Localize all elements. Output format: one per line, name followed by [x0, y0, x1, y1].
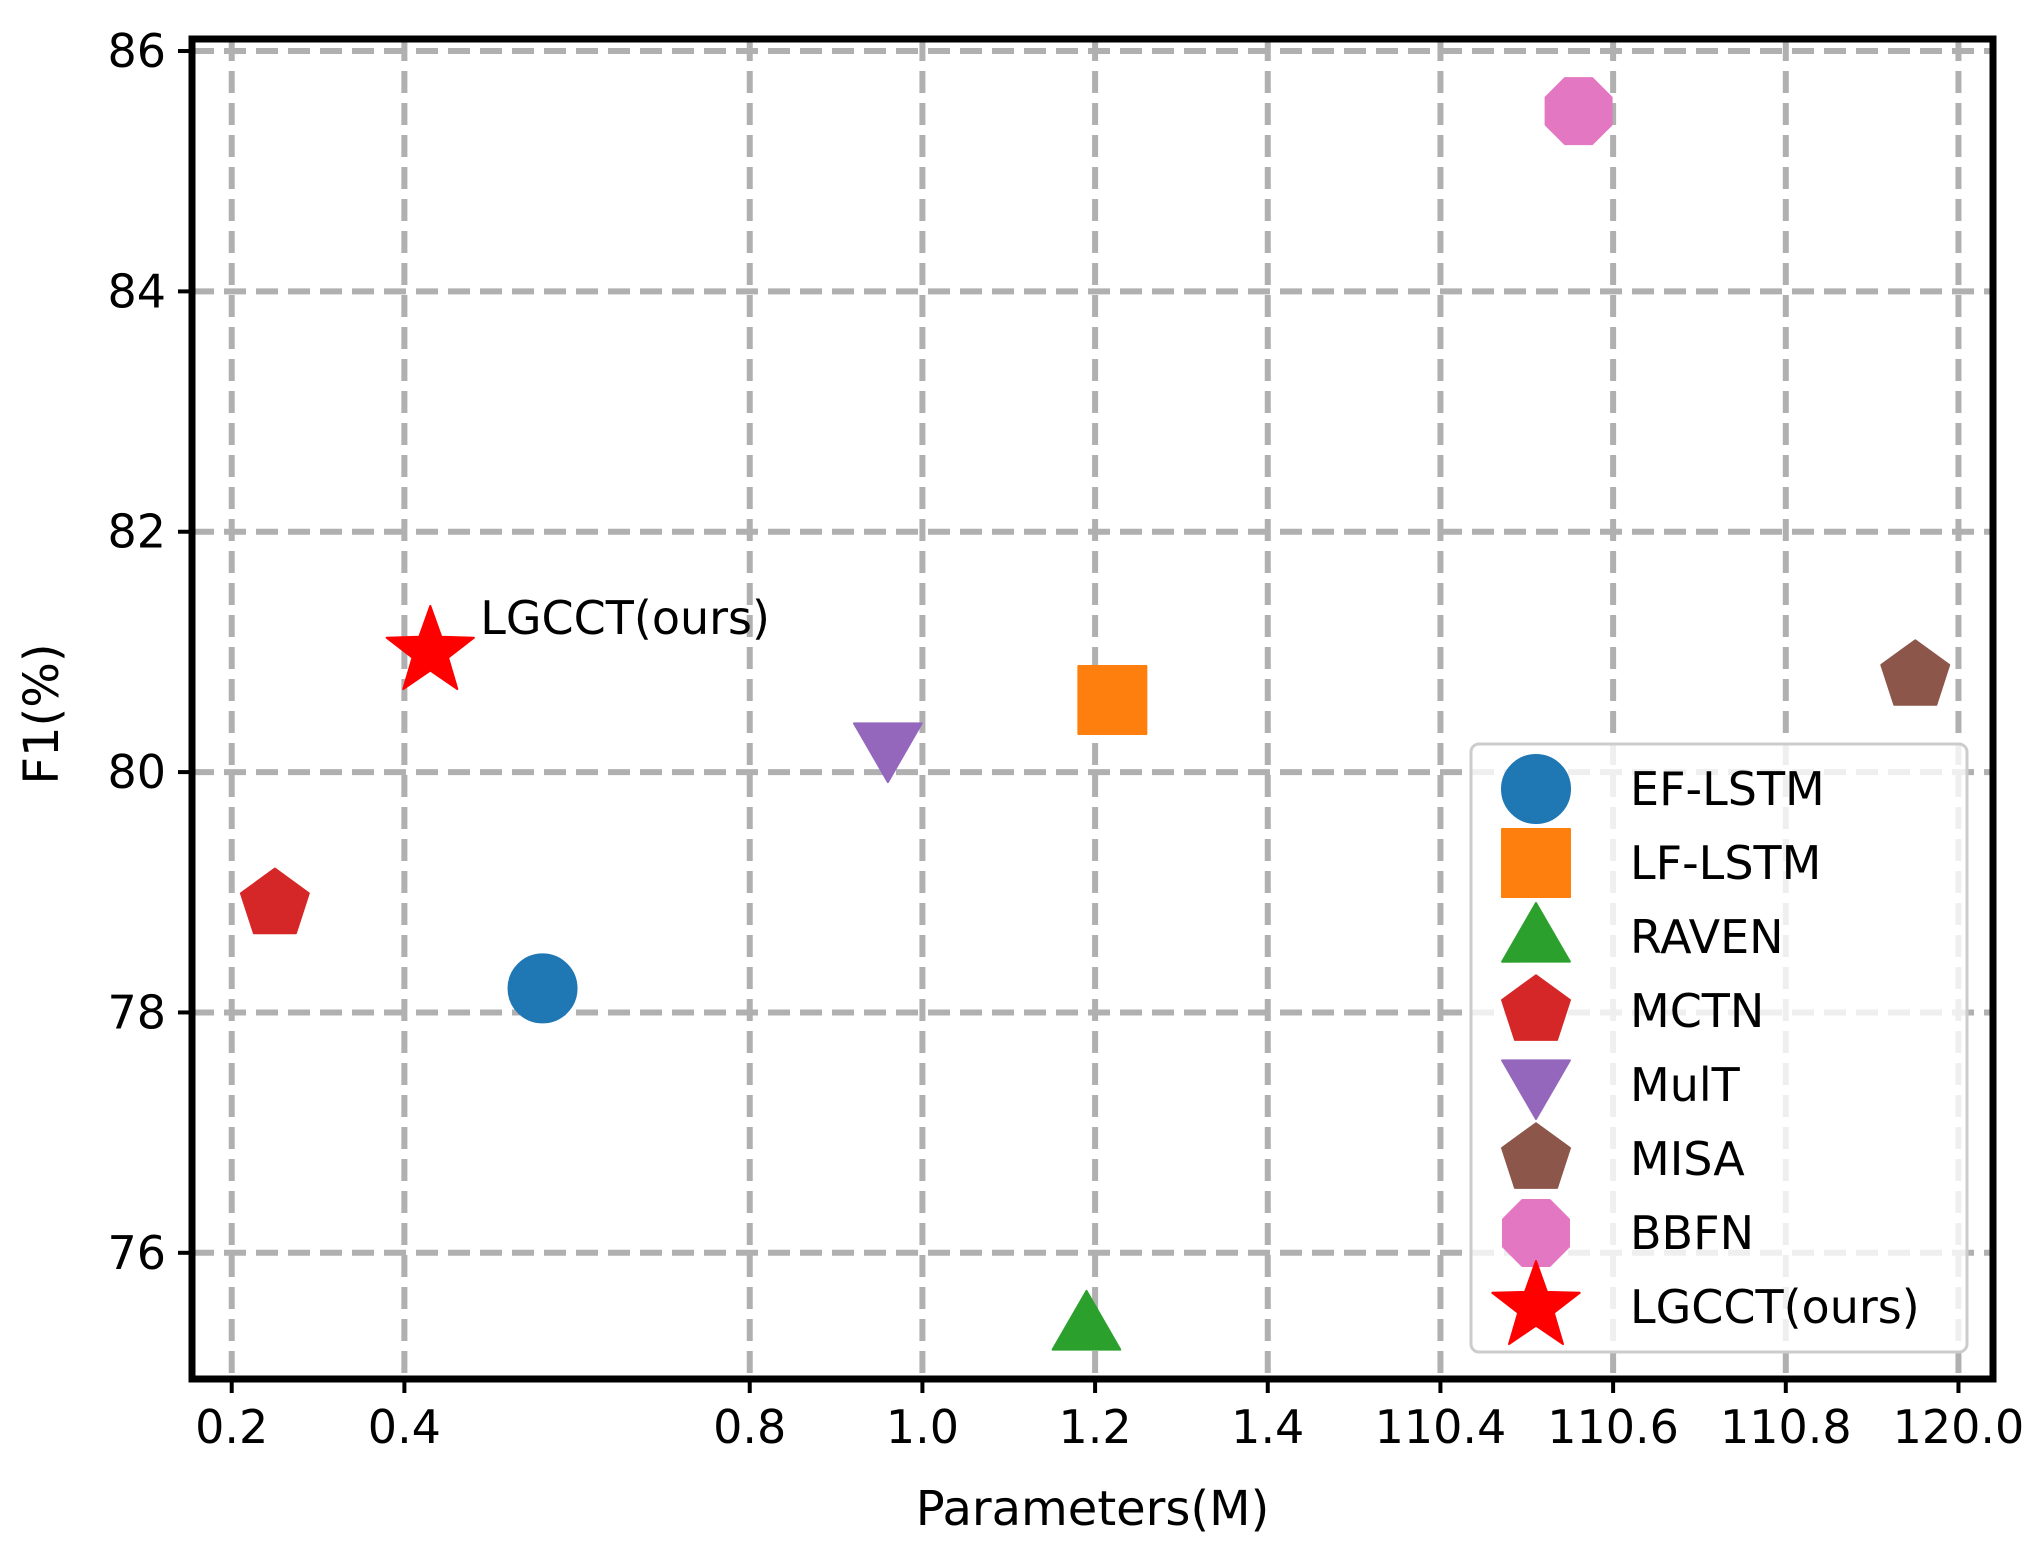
- legend-label-ef-lstm: EF-LSTM: [1630, 762, 1825, 816]
- legend-marker-lf-lstm: [1501, 828, 1571, 898]
- y-tick-label: 86: [107, 24, 166, 78]
- x-tick-label: 0.2: [195, 1400, 268, 1454]
- point-misa: [1880, 639, 1951, 706]
- y-tick-label: 76: [107, 1226, 166, 1280]
- x-tick-label: 1.2: [1059, 1400, 1132, 1454]
- y-tick-label: 80: [107, 745, 166, 799]
- x-tick-label: 120.0: [1893, 1400, 2025, 1454]
- legend-label-mult: MulT: [1630, 1058, 1741, 1112]
- x-tick-label: 110.4: [1375, 1400, 1507, 1454]
- point-mctn: [239, 867, 310, 935]
- legend-marker-raven: [1501, 902, 1571, 963]
- legend: EF-LSTM LF-LSTM RAVEN MCTN MulT MISA BBFN LGCCT…: [1469, 742, 1969, 1354]
- y-tick-label: 84: [107, 264, 166, 318]
- x-tick-label: 0.8: [713, 1400, 786, 1454]
- legend-marker-lgcct-ours: [1491, 1260, 1581, 1346]
- x-tick-label: 1.4: [1231, 1400, 1304, 1454]
- legend-marker-mult: [1501, 1059, 1571, 1120]
- point-lf-lstm: [1077, 664, 1148, 735]
- data-points: [239, 77, 1951, 1351]
- annotations: LGCCT(ours): [480, 591, 770, 645]
- y-tick-label: 78: [107, 985, 166, 1039]
- legend-label-lgcct-ours: LGCCT(ours): [1630, 1280, 1920, 1334]
- legend-frame: [1469, 742, 1969, 1354]
- legend-label-bbfn: BBFN: [1630, 1206, 1754, 1260]
- point-mult: [853, 722, 923, 784]
- x-tick-label: 110.8: [1720, 1400, 1852, 1454]
- legend-marker-bbfn: [1502, 1199, 1570, 1267]
- legend-label-mctn: MCTN: [1630, 984, 1764, 1038]
- y-axis-label: F1(%): [14, 643, 70, 784]
- legend-label-lf-lstm: LF-LSTM: [1630, 836, 1821, 890]
- legend-marker-misa: [1501, 1122, 1571, 1189]
- y-tick-label: 82: [107, 505, 166, 559]
- point-ef-lstm: [507, 953, 578, 1024]
- legend-label-misa: MISA: [1630, 1132, 1745, 1186]
- axis-ticks: 0.2 0.4 0.8 1.0 1.2 1.4 110.4 110.6 110.8 120.0 76…: [107, 24, 2024, 1454]
- x-tick-label: 110.6: [1547, 1400, 1679, 1454]
- x-tick-label: 0.4: [368, 1400, 441, 1454]
- point-bbfn: [1544, 77, 1613, 146]
- point-lgcct-ours: [385, 605, 475, 690]
- plot-frame: [188, 35, 1997, 1383]
- point-raven: [1051, 1289, 1122, 1351]
- legend-marker-mctn: [1501, 974, 1571, 1041]
- grid: [192, 39, 1993, 1379]
- point-annotation: LGCCT(ours): [480, 591, 770, 645]
- x-tick-label: 1.0: [886, 1400, 959, 1454]
- legend-marker-ef-lstm: [1501, 754, 1571, 824]
- x-axis-label: Parameters(M): [916, 1481, 1270, 1537]
- legend-label-raven: RAVEN: [1630, 910, 1784, 964]
